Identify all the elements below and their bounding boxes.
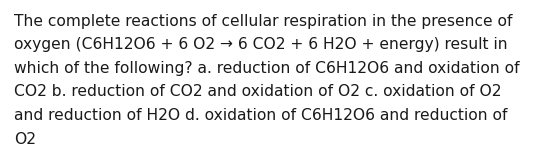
Text: oxygen (C6H12O6 + 6 O2 → 6 CO2 + 6 H2O + energy) result in: oxygen (C6H12O6 + 6 O2 → 6 CO2 + 6 H2O +…: [14, 38, 508, 52]
Text: O2: O2: [14, 131, 36, 146]
Text: The complete reactions of cellular respiration in the presence of: The complete reactions of cellular respi…: [14, 14, 512, 29]
Text: CO2 b. reduction of CO2 and oxidation of O2 c. oxidation of O2: CO2 b. reduction of CO2 and oxidation of…: [14, 85, 502, 100]
Text: and reduction of H2O d. oxidation of C6H12O6 and reduction of: and reduction of H2O d. oxidation of C6H…: [14, 108, 507, 123]
Text: which of the following? a. reduction of C6H12O6 and oxidation of: which of the following? a. reduction of …: [14, 61, 519, 76]
